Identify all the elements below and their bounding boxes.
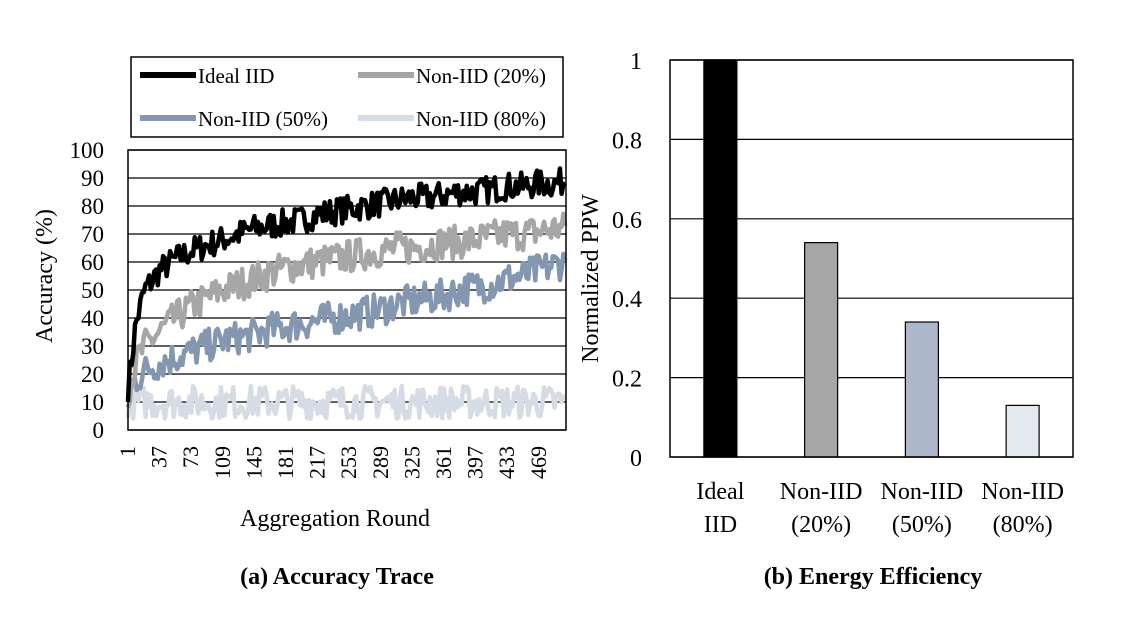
accuracy-y-ticks: 0 10 20 30 40 50 60 70 80 90 100 <box>70 138 105 443</box>
y-tick-label: 80 <box>81 194 104 219</box>
category-label: (20%) <box>791 512 851 538</box>
ppw-category-labels: Ideal IID Non-IID (20%) Non-IID (50%) Non-IID (… <box>696 479 1064 538</box>
accuracy-x-ticks: 1 37 73 109 145 181 217 253 289 325 361 397 433 469 <box>115 446 551 479</box>
energy-efficiency-chart: 0 0.2 0.4 0.6 0.8 1 Ideal IID Non-IID (20%) Non-I… <box>578 49 1074 590</box>
x-tick-label: 181 <box>273 446 298 479</box>
category-label: Non-IID <box>881 479 964 505</box>
legend-label: Ideal IID <box>198 64 274 88</box>
y-tick-label: 1 <box>630 49 642 75</box>
category-label: (80%) <box>993 512 1053 538</box>
legend-label: Non-IID (50%) <box>198 107 328 131</box>
x-tick-label: 397 <box>463 446 488 479</box>
y-tick-label: 20 <box>81 362 104 387</box>
x-tick-label: 361 <box>431 446 456 479</box>
legend-box <box>130 56 564 138</box>
ppw-y-axis-label: Normalized PPW <box>578 194 604 363</box>
x-tick-label: 433 <box>494 446 519 479</box>
accuracy-caption: (a) Accuracy Trace <box>240 564 434 590</box>
y-tick-label: 0.2 <box>612 367 642 393</box>
x-tick-label: 289 <box>368 446 393 479</box>
y-tick-label: 0.8 <box>612 128 642 154</box>
bar-2 <box>904 321 939 458</box>
accuracy-series <box>125 166 568 421</box>
series-line-3 <box>125 383 567 421</box>
y-tick-label: 40 <box>81 306 104 331</box>
bar-1 <box>804 242 839 458</box>
ppw-plot-frame <box>669 59 1074 458</box>
accuracy-legend: Ideal IID Non-IID (20%) Non-IID (50%) Non-I… <box>130 56 564 138</box>
accuracy-trace-chart: 0 10 20 30 40 50 60 70 80 90 100 1 37 73 109 145 181 217… <box>32 56 568 590</box>
ppw-bars <box>703 59 1040 458</box>
y-tick-label: 0 <box>630 446 642 472</box>
accuracy-y-axis-label: Accuracy (%) <box>32 209 58 343</box>
series-line-2 <box>125 251 568 401</box>
x-tick-label: 253 <box>336 446 361 479</box>
category-label: Non-IID <box>780 479 863 505</box>
legend-label: Non-IID (20%) <box>416 64 546 88</box>
y-tick-label: 0.4 <box>612 287 642 313</box>
y-tick-label: 70 <box>81 222 104 247</box>
y-tick-label: 60 <box>81 250 104 275</box>
y-tick-label: 30 <box>81 334 104 359</box>
legend-label: Non-IID (80%) <box>416 107 546 131</box>
bar-0 <box>703 59 738 458</box>
x-tick-label: 145 <box>241 446 266 479</box>
y-tick-label: 50 <box>81 278 104 303</box>
accuracy-x-axis-label: Aggregation Round <box>240 506 430 532</box>
bar-3 <box>1005 404 1040 458</box>
x-tick-label: 469 <box>526 446 551 479</box>
category-label: IID <box>704 512 737 538</box>
y-tick-label: 0 <box>93 418 105 443</box>
x-tick-label: 325 <box>399 446 424 479</box>
y-tick-label: 0.6 <box>612 208 642 234</box>
series-line-0 <box>125 166 567 403</box>
energy-efficiency-caption: (b) Energy Efficiency <box>764 564 983 590</box>
accuracy-plot-frame <box>127 149 567 431</box>
x-tick-label: 37 <box>147 446 172 468</box>
x-tick-label: 217 <box>305 446 330 479</box>
category-label: (50%) <box>892 512 952 538</box>
category-label: Non-IID <box>981 479 1064 505</box>
x-tick-label: 73 <box>178 446 203 468</box>
y-tick-label: 90 <box>81 166 104 191</box>
category-label: Ideal <box>696 479 744 505</box>
y-tick-label: 10 <box>81 390 104 415</box>
ppw-y-ticks: 0 0.2 0.4 0.6 0.8 1 <box>612 49 642 472</box>
series-line-1 <box>125 211 568 409</box>
x-tick-label: 1 <box>115 446 140 457</box>
x-tick-label: 109 <box>210 446 235 479</box>
y-tick-label: 100 <box>70 138 105 163</box>
